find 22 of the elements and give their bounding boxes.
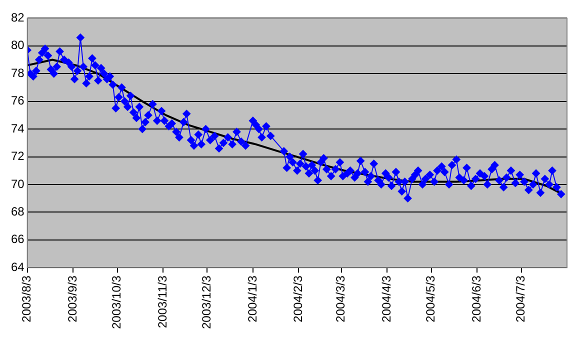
x-tick-label: 2003/12/3: [200, 275, 214, 330]
y-tick-label: 82: [10, 10, 25, 25]
y-tick-label: 80: [10, 38, 25, 52]
y-tick-label: 66: [10, 232, 25, 246]
x-tick-label: 2004/4/3: [379, 275, 394, 322]
y-tick-label: 78: [10, 66, 25, 80]
y-tick-label: 68: [10, 204, 25, 218]
x-tick-label: 2004/6/3: [469, 275, 484, 322]
x-tick-label: 2004/3/3: [334, 275, 348, 322]
y-tick-label: 72: [10, 149, 25, 164]
x-tick-label: 2003/8/3: [20, 275, 34, 322]
y-tick-label: 76: [10, 94, 25, 108]
y-tick-label: 70: [10, 176, 25, 191]
x-tick-label: 2003/10/3: [110, 275, 124, 330]
x-tick-label: 2004/5/3: [424, 275, 438, 322]
y-tick-label: 74: [10, 121, 25, 136]
x-tick-label: 2004/7/3: [514, 275, 528, 322]
y-tick-label: 64: [10, 260, 25, 274]
x-tick-label: 2003/9/3: [65, 275, 80, 322]
x-tick-label: 2004/2/3: [290, 275, 305, 322]
x-tick-label: 2004/1/3: [245, 275, 260, 322]
x-tick-label: 2003/11/3: [155, 275, 170, 328]
